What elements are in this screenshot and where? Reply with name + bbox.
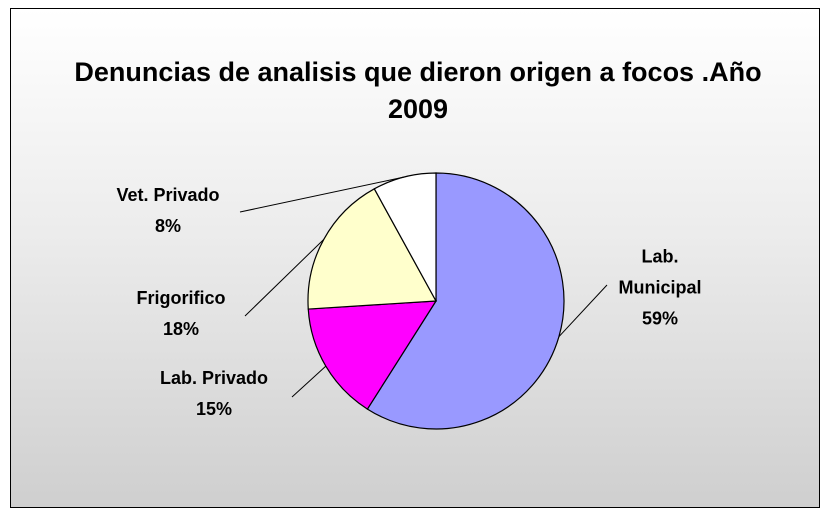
slice-name: Frigorifico — [136, 288, 226, 308]
slice-percent: 15% — [195, 399, 233, 419]
slice-name: Lab. Privado — [159, 368, 269, 388]
pie-slice — [307, 300, 438, 410]
slice-percent: 18% — [162, 319, 200, 339]
slice-label: Lab. Privado 15% — [114, 363, 314, 425]
leader-line — [558, 284, 608, 338]
slice-label: Frigorifico 18% — [106, 283, 256, 345]
slice-label: Lab. Municipal 59% — [605, 242, 715, 335]
slice-name: Lab. Municipal — [618, 246, 702, 298]
slice-label: Vet. Privado 8% — [93, 180, 243, 242]
leader-line — [239, 176, 405, 213]
pie-slice — [307, 188, 437, 310]
slice-percent: 8% — [154, 216, 181, 236]
leader-line — [244, 238, 325, 317]
leader-line — [291, 365, 327, 398]
pie-slice — [366, 172, 565, 430]
slice-name: Vet. Privado — [116, 185, 220, 205]
chart-title: Denuncias de analisis que dieron origen … — [74, 57, 762, 124]
pie-slice — [373, 172, 437, 302]
slice-percent: 59% — [641, 308, 679, 329]
